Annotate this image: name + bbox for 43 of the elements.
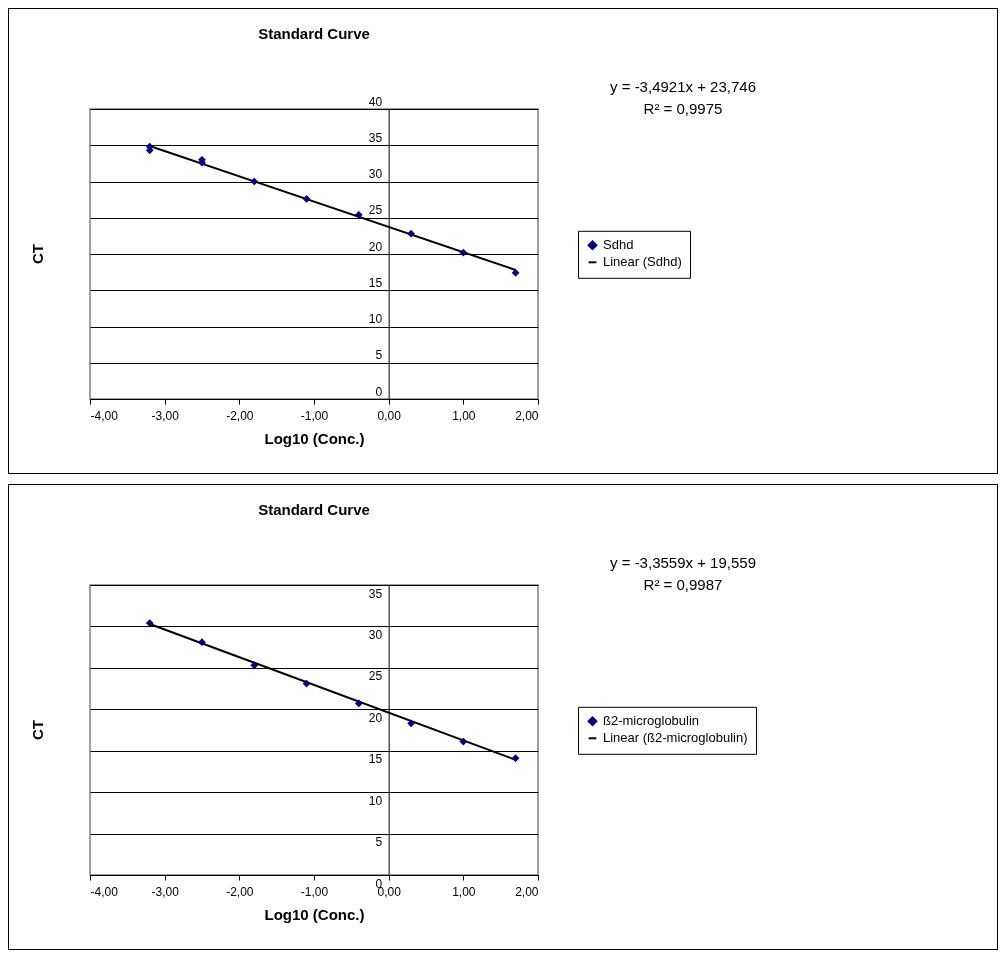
y-tick-label: 35: [368, 130, 383, 145]
x-tick-label: -3,00: [151, 408, 180, 423]
x-tick-label: -2,00: [226, 408, 254, 423]
y-tick-label: 5: [375, 348, 383, 363]
x-tick-label: -2,00: [226, 884, 254, 899]
x-tick-label: 0,00: [377, 408, 402, 423]
y-tick-label: 0: [375, 384, 383, 399]
x-tick-label: -1,00: [300, 884, 329, 899]
legend-label: ß2-microglobulin: [603, 713, 700, 729]
x-tick-label: 1,00: [452, 884, 476, 899]
x-tick-label: -4,00: [90, 408, 119, 423]
x-tick-label: -1,00: [300, 408, 329, 423]
y-tick-label: 30: [368, 167, 383, 181]
legend-label: Linear (Sdhd): [603, 254, 682, 270]
y-tick-label: 25: [368, 203, 383, 218]
y-tick-label: 5: [375, 835, 383, 850]
y-tick-label: 40: [368, 94, 383, 109]
y-tick-label: 10: [368, 793, 383, 808]
y-tick-label: 20: [368, 239, 383, 254]
legend-label: Sdhd: [603, 237, 634, 253]
chart-title: Standard Curve: [258, 25, 370, 42]
x-tick-label: -4,00: [90, 884, 119, 899]
x-axis-title: Log10 (Conc.): [264, 905, 365, 923]
y-axis-title: CT: [29, 244, 46, 264]
y-tick-label: 15: [368, 275, 383, 290]
text: y = -3,3559x + 19,559: [610, 554, 756, 571]
x-axis-title: Log10 (Conc.): [264, 429, 365, 447]
x-tick-label: -3,00: [151, 884, 180, 899]
y-tick-label: 35: [368, 586, 383, 601]
x-tick-label: 2,00: [515, 408, 539, 423]
x-tick-label: 2,00: [515, 884, 539, 899]
text: R² = 0,9975: [643, 100, 723, 117]
legend-label: Linear (ß2-microglobulin): [603, 730, 748, 746]
y-tick-label: 30: [368, 627, 383, 642]
y-tick-label: 15: [368, 752, 383, 767]
y-tick-label: 10: [368, 312, 383, 326]
text: R² = 0,9987: [643, 576, 723, 593]
chart-title: Standard Curve: [258, 501, 370, 518]
y-tick-label: 20: [368, 710, 383, 725]
y-tick-label: 25: [368, 669, 383, 684]
x-tick-label: 1,00: [452, 408, 476, 423]
text: y = -3,4921x + 23,746: [610, 78, 756, 95]
y-axis-title: CT: [29, 720, 46, 740]
